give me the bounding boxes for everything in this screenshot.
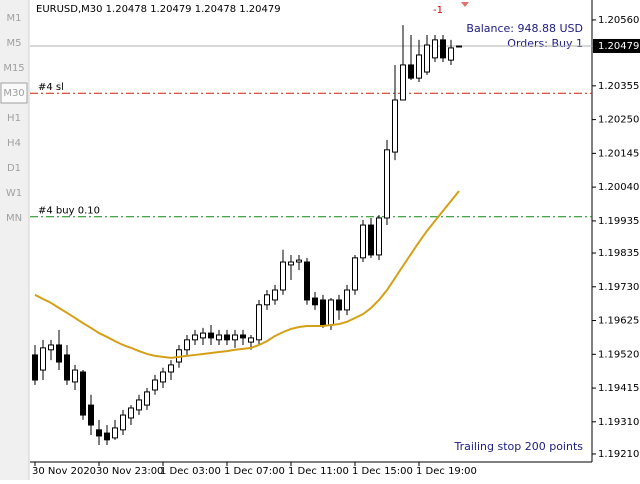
- x-tick-label: 1 Dec 19:00: [416, 466, 477, 477]
- y-tick-label: 1.20040: [598, 182, 639, 193]
- candle-body: [144, 391, 150, 406]
- candle-body: [192, 334, 198, 341]
- candle-body: [384, 149, 390, 219]
- y-tick-label: 1.19520: [598, 349, 639, 360]
- candle-body: [320, 299, 326, 326]
- candle-body: [312, 297, 318, 306]
- orders: Orders: Buy 1: [507, 37, 583, 50]
- toolbar: [0, 0, 29, 480]
- candle-body: [264, 294, 270, 306]
- candle-body: [64, 354, 70, 381]
- candle-body: [368, 224, 374, 256]
- chart-title: EURUSD,M30 1.20478 1.20479 1.20478 1.204…: [36, 4, 281, 15]
- candle-body: [328, 299, 334, 326]
- y-tick-label: 1.19835: [598, 248, 639, 259]
- timeframe-button[interactable]: M5: [7, 38, 22, 49]
- x-tick-label: 1 Dec 03:00: [160, 466, 221, 477]
- candle-body: [72, 369, 78, 383]
- candle-body: [200, 332, 206, 339]
- candle-body: [216, 334, 222, 341]
- candle-body: [248, 337, 254, 343]
- candle-body: [80, 371, 86, 416]
- candle-body: [448, 47, 454, 61]
- balance: Balance: 948.88 USD: [466, 22, 583, 35]
- candle-body: [160, 371, 166, 383]
- candle-body: [392, 99, 398, 153]
- candle-body: [88, 404, 94, 426]
- candle-body: [280, 261, 286, 291]
- moving-average: [34, 190, 460, 359]
- y-tick-label: 1.20250: [598, 115, 639, 126]
- y-tick-label: 1.19625: [598, 316, 639, 327]
- y-tick-label: 1.19730: [598, 282, 639, 293]
- candle-body: [296, 259, 302, 263]
- timeframe-button[interactable]: H1: [7, 113, 21, 124]
- candle-body: [184, 339, 190, 351]
- candle-body: [128, 407, 134, 419]
- timeframe-button[interactable]: M15: [3, 63, 24, 74]
- candle-body: [432, 39, 438, 59]
- candle-body: [32, 354, 38, 381]
- candle-body: [440, 39, 446, 59]
- candle-body: [224, 334, 230, 341]
- candle-body: [168, 364, 174, 373]
- candle-body: [360, 224, 366, 259]
- timeframe-button[interactable]: D1: [7, 163, 21, 174]
- candle-body: [40, 347, 46, 371]
- candle-body: [240, 334, 246, 339]
- candle-body: [336, 299, 342, 311]
- timeframe-button[interactable]: W1: [6, 188, 22, 199]
- y-tick-label: 1.19310: [598, 417, 639, 428]
- candle-body: [408, 64, 414, 79]
- candle-body: [104, 432, 110, 441]
- candle-body: [256, 304, 262, 341]
- timeframe-button[interactable]: M30: [3, 88, 24, 99]
- candle-body: [400, 64, 406, 101]
- candle-body: [152, 379, 158, 391]
- candle-body: [304, 261, 310, 301]
- candle-body: [56, 344, 62, 363]
- timeframe-button[interactable]: M1: [7, 13, 22, 24]
- candle-body: [96, 429, 102, 437]
- x-tick-label: 1 Dec 15:00: [352, 466, 413, 477]
- candle-body: [288, 261, 294, 266]
- candle-body: [272, 289, 278, 301]
- candle-body: [208, 332, 214, 339]
- candle-body: [136, 399, 142, 411]
- x-tick-label: 1 Dec 11:00: [288, 466, 349, 477]
- candle-body: [416, 54, 422, 79]
- y-tick-label: 1.20145: [598, 148, 639, 159]
- timeframe-button[interactable]: MN: [6, 213, 22, 224]
- candle-body: [120, 414, 126, 431]
- timeframe-selected: [0, 82, 28, 104]
- candle-body: [232, 334, 238, 341]
- x-tick-label: 30 Nov 23:00: [96, 466, 163, 477]
- x-tick-label: 1 Dec 07:00: [224, 466, 285, 477]
- shift-marker: [461, 2, 469, 7]
- candle-body: [344, 289, 350, 311]
- y-tick-label: 1.20560: [598, 15, 639, 26]
- plot-area: [30, 0, 592, 462]
- trailing-stop: Trailing stop 200 points: [453, 440, 583, 453]
- candle-body: [376, 217, 382, 256]
- candle-body: [424, 44, 430, 73]
- y-tick-label: 1.19210: [598, 449, 639, 460]
- y-tick-label: 1.19415: [598, 383, 639, 394]
- timeframe-button[interactable]: H4: [7, 138, 21, 149]
- y-tick-label: 1.19935: [598, 216, 639, 227]
- signal: -1: [433, 5, 443, 16]
- x-tick-label: 30 Nov 2020: [32, 466, 96, 477]
- candle-body: [112, 427, 118, 439]
- price-label-bg: [593, 38, 640, 53]
- price-label: 1.20479: [598, 41, 639, 52]
- candle-body: [456, 45, 462, 48]
- candle-body: [48, 344, 54, 351]
- y-tick-label: 1.20355: [598, 81, 639, 92]
- level-label: #4 sl: [38, 82, 64, 93]
- level-label: #4 buy 0.10: [38, 206, 100, 217]
- candle-body: [352, 257, 358, 291]
